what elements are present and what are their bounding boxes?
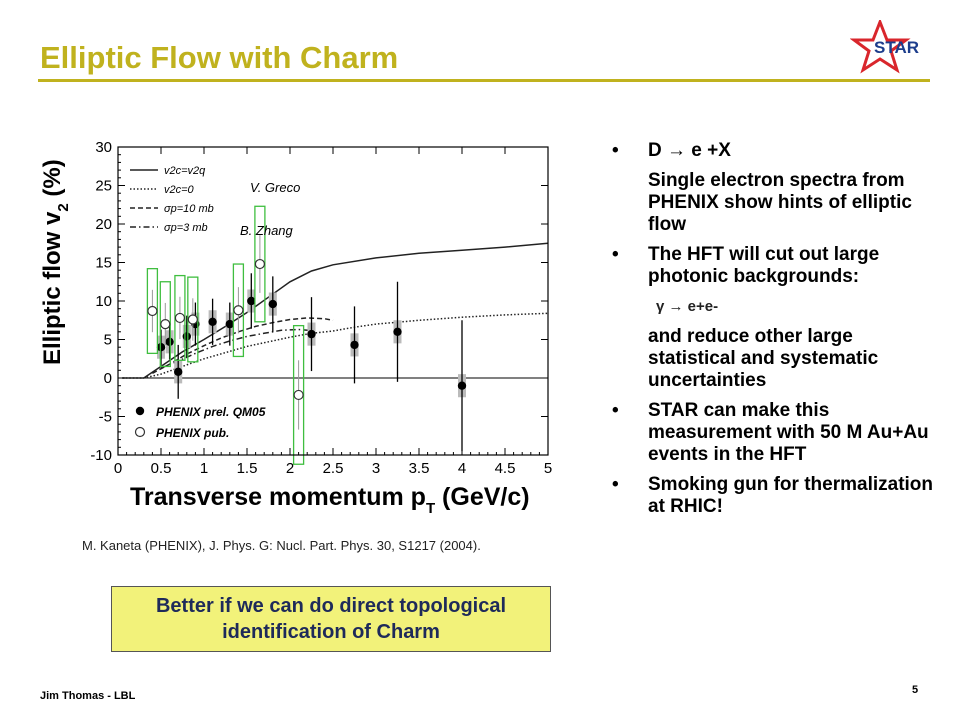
x-tick-label: 1 xyxy=(200,460,208,477)
slide-title: Elliptic Flow with Charm xyxy=(40,40,399,75)
y-tick-label: 5 xyxy=(104,332,112,349)
data-point-prel xyxy=(156,343,166,352)
model-curve xyxy=(152,317,334,375)
legend-label: v2c=0 xyxy=(164,184,195,196)
note-text: Better if we can do direct topological i… xyxy=(155,595,507,643)
note-box: Better if we can do direct topological i… xyxy=(111,586,551,652)
model-curve xyxy=(122,242,549,379)
data-point-prel xyxy=(225,319,234,329)
y-tick-label: 15 xyxy=(95,255,112,272)
star-logo-shape xyxy=(850,20,911,74)
data-point-pub xyxy=(174,312,186,324)
x-tick-label: 2.5 xyxy=(323,460,344,477)
x-tick-label: 4 xyxy=(458,460,466,477)
bullet-1-sub: Single electron spectra from PHENIX show… xyxy=(648,170,912,235)
x-tick-label: 5 xyxy=(544,460,552,477)
bullet-3: • STAR can make this measurement with 50 … xyxy=(608,400,938,466)
y-tick-label: -5 xyxy=(99,409,112,426)
x-tick-label: 1.5 xyxy=(237,460,258,477)
y-tick-label: 0 xyxy=(104,370,112,387)
bullet-2-sub2: and reduce other large statistical and s… xyxy=(648,326,879,391)
x-tick-label: 3.5 xyxy=(409,460,430,477)
data-point-pub xyxy=(160,319,171,330)
chart-points xyxy=(146,205,467,465)
v2-chart: 0 0.5 1 1.5 2 2.5 3 3.5 4 4.5 5 -10 -5 0 5 10 15 20 25 30 v… xyxy=(39,139,552,517)
bullet-dot: • xyxy=(612,244,619,265)
x-tick-label: 3 xyxy=(372,460,380,477)
data-point-pub xyxy=(293,389,304,401)
data-point-prel xyxy=(174,367,183,377)
bullet-1-text: D → e +X xyxy=(648,140,731,161)
data-point-prel xyxy=(350,340,359,350)
bullet-4: • Smoking gun for thermalization at RHIC! xyxy=(608,474,938,518)
chart-ticks: 0 0.5 1 1.5 2 2.5 3 3.5 4 4.5 5 -10 -5 0 5 10 15 20 25 30 xyxy=(90,139,552,477)
page-number: 5 xyxy=(912,684,919,696)
star-logo: STAR xyxy=(850,20,919,74)
legend-marker xyxy=(135,406,145,416)
chart-curves xyxy=(122,242,549,379)
x-tick-label: 0 xyxy=(114,460,122,477)
data-point-pub xyxy=(147,305,158,317)
x-tick-label: 4.5 xyxy=(495,460,516,477)
legend-label: PHENIX pub. xyxy=(156,426,229,440)
bullet-dot: • xyxy=(612,400,619,421)
legend-label: σp=10 mb xyxy=(164,203,214,215)
data-point-prel xyxy=(182,332,191,341)
y-tick-label: -10 xyxy=(90,447,112,464)
bullet-dot: • xyxy=(612,474,619,495)
y-tick-label: 10 xyxy=(95,293,112,310)
bullet-1: • D → e +X xyxy=(608,140,938,162)
bullet-4-text: Smoking gun for thermalization at RHIC! xyxy=(648,474,934,517)
bullet-2: • The HFT will cut out large photonic bac… xyxy=(608,244,938,288)
data-point-pub xyxy=(187,314,198,325)
bullet-2-text: The HFT will cut out large photonic back… xyxy=(648,244,880,287)
y-tick-label: 30 xyxy=(95,139,112,156)
data-point-prel xyxy=(457,381,467,390)
data-point-prel xyxy=(268,299,277,309)
x-tick-label: 0.5 xyxy=(151,460,172,477)
data-point-prel xyxy=(247,296,256,306)
data-point-pub xyxy=(233,305,244,316)
y-axis-label: Elliptic flow v2 (%) xyxy=(39,159,72,365)
star-logo-text: STAR xyxy=(874,38,919,57)
data-point-prel xyxy=(165,337,174,347)
model-author-label: B. Zhang xyxy=(240,223,294,238)
data-point-pub xyxy=(254,258,265,270)
legend-label: σp=3 mb xyxy=(164,222,208,234)
data-point-prel xyxy=(393,327,402,336)
bullet-list: • D → e +X Single electron spectra from P… xyxy=(608,140,938,526)
chart-legend: v2c=v2q v2c=0 σp=10 mb σp=3 mb V. Greco B. Zh… xyxy=(130,165,300,440)
model-author-label: V. Greco xyxy=(250,180,300,195)
bullet-3-text: STAR can make this measurement with 50 M… xyxy=(648,400,929,465)
bullet-2-sub: γ → e+e- xyxy=(656,298,719,315)
x-axis-label: Transverse momentum pT (GeV/c) xyxy=(130,483,530,517)
data-point-prel xyxy=(208,317,217,326)
legend-label: PHENIX prel. QM05 xyxy=(156,405,266,419)
footer-author: Jim Thomas - LBL xyxy=(40,690,136,702)
y-tick-label: 20 xyxy=(95,216,112,233)
x-tick-label: 2 xyxy=(286,460,294,477)
citation: M. Kaneta (PHENIX), J. Phys. G: Nucl. Pa… xyxy=(82,538,481,553)
y-tick-label: 25 xyxy=(95,178,112,195)
legend-marker xyxy=(134,426,146,438)
data-point-prel xyxy=(307,329,316,339)
model-curve xyxy=(160,328,316,369)
legend-label: v2c=v2q xyxy=(164,165,206,177)
bullet-dot: • xyxy=(612,140,619,161)
title-rule xyxy=(38,79,930,82)
